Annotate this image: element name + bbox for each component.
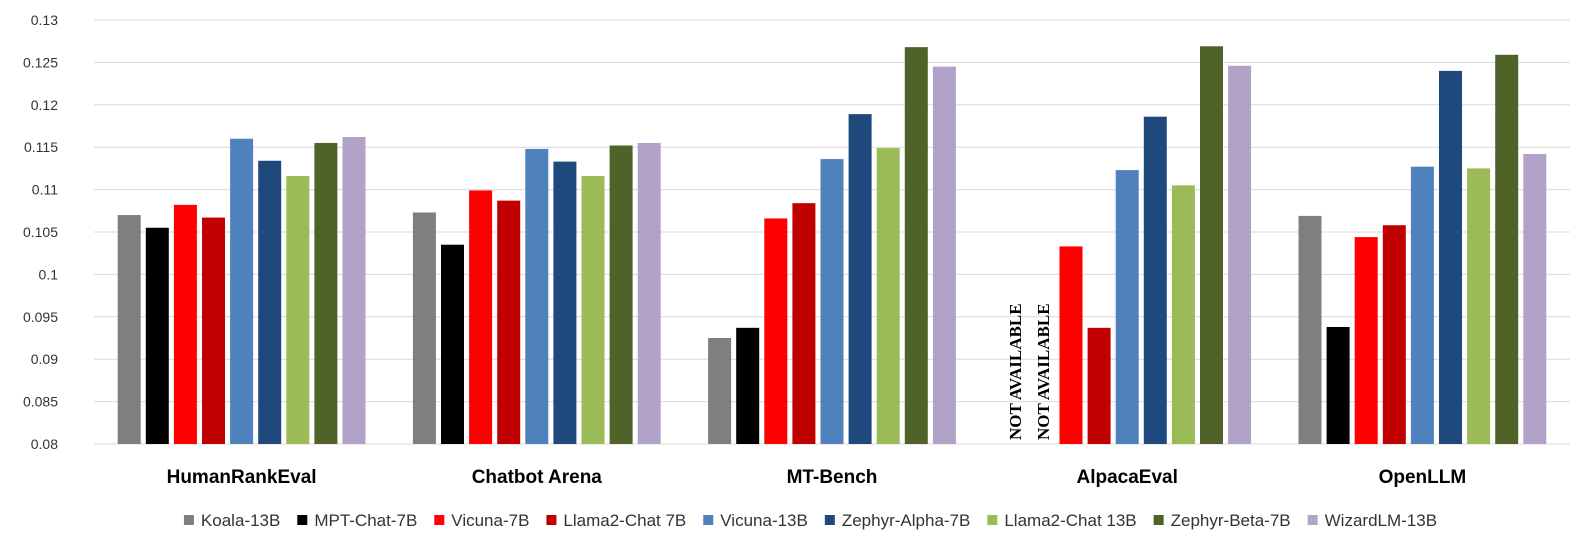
- legend-label: Koala-13B: [201, 511, 280, 530]
- y-tick-label: 0.1: [39, 266, 59, 282]
- x-category-label: Chatbot Arena: [472, 467, 603, 488]
- y-tick-label: 0.13: [31, 12, 58, 28]
- bar: [342, 137, 366, 445]
- bar: [258, 160, 282, 444]
- bar: [1087, 327, 1111, 444]
- x-axis-category-labels: HumanRankEval Chatbot Arena MT-Bench Alpaca…: [167, 467, 1467, 488]
- bar: [1354, 237, 1378, 444]
- bar: [441, 244, 464, 444]
- bar: [497, 200, 521, 444]
- bar: [1200, 46, 1223, 445]
- legend-label: Zephyr-Alpha-7B: [842, 511, 971, 530]
- not-available-label: NOT AVAILABLE: [1034, 303, 1053, 440]
- bar: [876, 148, 900, 444]
- bar: [848, 114, 872, 445]
- bar: [525, 148, 549, 444]
- legend-swatch: [1153, 515, 1164, 525]
- bar: [736, 327, 760, 444]
- legend-label: MPT-Chat-7B: [314, 511, 417, 530]
- bar: [1171, 185, 1195, 445]
- y-tick-label: 0.12: [31, 97, 58, 113]
- y-tick-label: 0.115: [24, 139, 58, 155]
- not-available-label: NOT AVAILABLE: [1006, 303, 1025, 440]
- bar: [1115, 170, 1139, 444]
- legend-label: Vicuna-13B: [720, 511, 808, 530]
- x-category-label: MT-Bench: [787, 467, 878, 488]
- legend-label: Zephyr-Beta-7B: [1171, 511, 1291, 530]
- bar: [1143, 116, 1167, 444]
- bar: [932, 66, 956, 444]
- bar: [904, 47, 928, 445]
- bar: [314, 142, 338, 444]
- bar: [1523, 153, 1547, 444]
- bar: [1228, 65, 1252, 445]
- bar: [173, 204, 197, 444]
- bar: [412, 212, 436, 444]
- x-category-label: OpenLLM: [1379, 467, 1467, 488]
- legend-swatch: [1307, 515, 1318, 525]
- y-tick-label: 0.095: [23, 309, 58, 325]
- legend-label: Vicuna-7B: [451, 511, 529, 530]
- legend-swatch: [434, 515, 445, 525]
- bar: [792, 203, 816, 444]
- y-axis-tick-labels: 0.08 0.085 0.09 0.095 0.1 0.105 0.11 0.115 0.12 0…: [23, 12, 58, 452]
- legend-swatch: [987, 515, 998, 525]
- x-category-label: AlpacaEval: [1076, 467, 1177, 488]
- legend-label: WizardLM-13B: [1325, 511, 1437, 530]
- bar: [820, 159, 844, 444]
- legend: Koala-13B MPT-Chat-7B Vicuna-7B Llama2-Chat…: [183, 511, 1437, 530]
- bar: [1439, 70, 1462, 444]
- bar: [637, 142, 661, 444]
- y-tick-label: 0.105: [23, 224, 58, 240]
- legend-swatch: [183, 515, 194, 525]
- bar: [202, 217, 225, 444]
- bar: [1326, 326, 1350, 444]
- bar: [286, 176, 310, 445]
- bar: [1382, 225, 1406, 444]
- bar: [1495, 54, 1519, 444]
- bar: [469, 190, 493, 444]
- legend-swatch: [703, 515, 714, 525]
- bar: [230, 138, 254, 444]
- legend-label: Llama2-Chat 7B: [563, 511, 686, 530]
- legend-label: Llama2-Chat 13B: [1004, 511, 1136, 530]
- y-tick-label: 0.09: [31, 351, 58, 367]
- y-tick-label: 0.08: [31, 436, 58, 452]
- legend-swatch: [824, 515, 835, 525]
- bar: [708, 338, 732, 444]
- bar: [581, 176, 605, 445]
- bars: [117, 46, 1547, 445]
- bar: [764, 218, 788, 444]
- y-tick-label: 0.125: [23, 54, 58, 70]
- bar: [1467, 168, 1491, 444]
- bar: [145, 227, 169, 444]
- bar: [1059, 246, 1083, 444]
- bar: [1298, 215, 1322, 444]
- bar: [553, 161, 577, 444]
- y-tick-label: 0.085: [23, 394, 58, 410]
- legend-swatch: [546, 515, 557, 525]
- legend-swatch: [297, 515, 308, 525]
- not-available-annotations: NOT AVAILABLE NOT AVAILABLE: [1006, 303, 1053, 440]
- y-tick-label: 0.11: [32, 182, 58, 198]
- bar: [1410, 166, 1434, 445]
- x-category-label: HumanRankEval: [167, 467, 317, 488]
- bar: [609, 145, 633, 444]
- bar: [117, 215, 141, 444]
